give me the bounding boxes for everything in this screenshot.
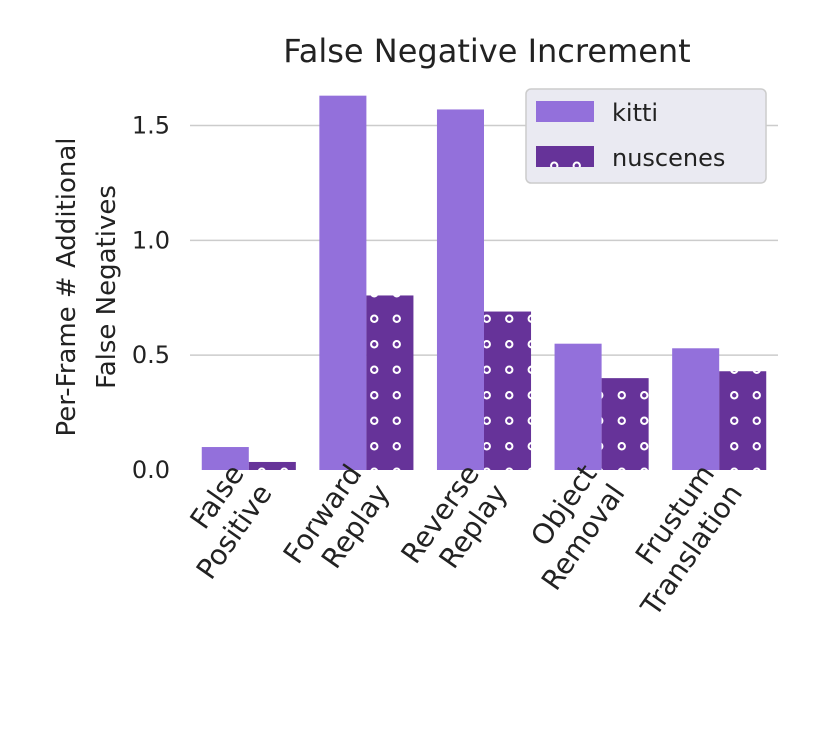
y-axis-label-line-2: False Negatives [92,185,122,389]
y-tick-label: 1.5 [132,112,170,140]
y-tick-labels: 0.0 0.5 1.0 1.5 [132,112,170,484]
legend-swatch-nuscenes [536,146,594,167]
bar-kitti [319,95,367,470]
bar-nuscenes [719,371,767,470]
y-axis-label-line-1: Per-Frame # Additional [52,138,82,437]
bar-nuscenes [601,378,649,470]
bar-nuscenes [366,295,414,470]
legend: kitti nuscenes [525,88,767,184]
legend-label-nuscenes: nuscenes [612,144,725,172]
y-tick-label: 0.5 [132,341,170,369]
y-axis-label: Per-Frame # Additional False Negatives [52,138,122,437]
legend-swatch-kitti [536,101,594,122]
legend-label-kitti: kitti [612,99,658,127]
bar-kitti [201,447,249,470]
bar-kitti [554,343,602,470]
y-tick-label: 0.0 [132,456,170,484]
bar-nuscenes [248,461,296,470]
bar-kitti [672,348,720,470]
bar-nuscenes [484,311,532,470]
bars [201,95,767,470]
y-tick-label: 1.0 [132,226,170,254]
bar-kitti [436,109,484,470]
chart-title: False Negative Increment [283,32,690,70]
